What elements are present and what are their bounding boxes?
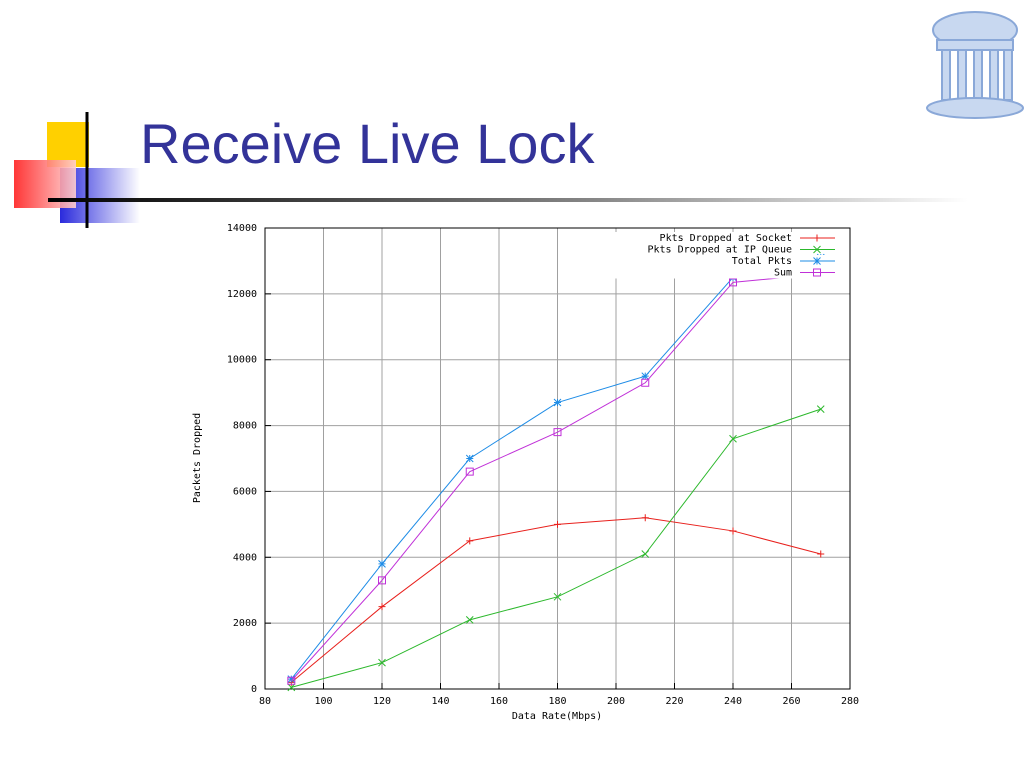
marker (816, 405, 825, 413)
y-tick-label: 10000 (227, 355, 257, 366)
marker (465, 467, 474, 476)
marker (287, 675, 296, 683)
y-tick-label: 12000 (227, 289, 257, 300)
y-tick-label: 4000 (233, 552, 257, 563)
x-tick-label: 180 (548, 696, 566, 707)
x-axis-label: Data Rate(Mbps) (512, 711, 602, 722)
marker (378, 576, 386, 585)
x-tick-label: 80 (259, 696, 271, 707)
marker (813, 257, 821, 265)
x-tick-label: 100 (314, 696, 332, 707)
y-tick-label: 14000 (227, 223, 257, 234)
legend-label: Pkts Dropped at Socket (660, 233, 792, 244)
marker (813, 234, 821, 242)
legend-label: Sum (774, 268, 792, 279)
legend-bg (600, 266, 840, 279)
marker (466, 537, 474, 545)
marker (813, 245, 821, 254)
marker (817, 550, 825, 558)
marker (729, 527, 737, 535)
slide-title: Receive Live Lock (140, 112, 595, 175)
marker (553, 398, 562, 407)
marker (813, 268, 821, 277)
x-tick-label: 260 (782, 696, 800, 707)
decoration (14, 11, 1024, 228)
marker (641, 378, 650, 387)
legend-bg (600, 255, 840, 267)
marker (378, 560, 386, 568)
marker (287, 683, 296, 692)
y-tick-label: 6000 (233, 486, 257, 497)
x-tick-label: 220 (665, 696, 683, 707)
legend-bg (600, 243, 840, 256)
y-tick-label: 8000 (233, 421, 257, 432)
marker (465, 615, 474, 624)
x-tick-label: 240 (724, 696, 742, 707)
marker (287, 676, 296, 685)
marker (378, 603, 386, 611)
legend-label: Pkts Dropped at IP Queue (648, 245, 793, 256)
marker (378, 658, 386, 667)
x-tick-label: 280 (841, 696, 859, 707)
legend-bg (600, 232, 840, 244)
y-axis-label: Packets Dropped (192, 413, 203, 503)
series-line (290, 273, 821, 682)
legend-label: Total Pkts (732, 256, 792, 267)
plot-area (264, 227, 851, 690)
marker (641, 372, 650, 381)
marker (553, 592, 562, 601)
marker (729, 278, 737, 287)
x-tick-label: 200 (607, 696, 625, 707)
x-tick-label: 140 (431, 696, 449, 707)
marker (641, 550, 650, 558)
x-tick-label: 160 (490, 696, 508, 707)
marker (553, 428, 562, 437)
marker (554, 520, 561, 528)
y-tick-label: 0 (251, 684, 257, 695)
marker (729, 434, 737, 443)
y-tick-label: 2000 (233, 618, 257, 629)
marker (641, 514, 649, 522)
marker (465, 454, 474, 463)
x-tick-label: 120 (373, 696, 391, 707)
